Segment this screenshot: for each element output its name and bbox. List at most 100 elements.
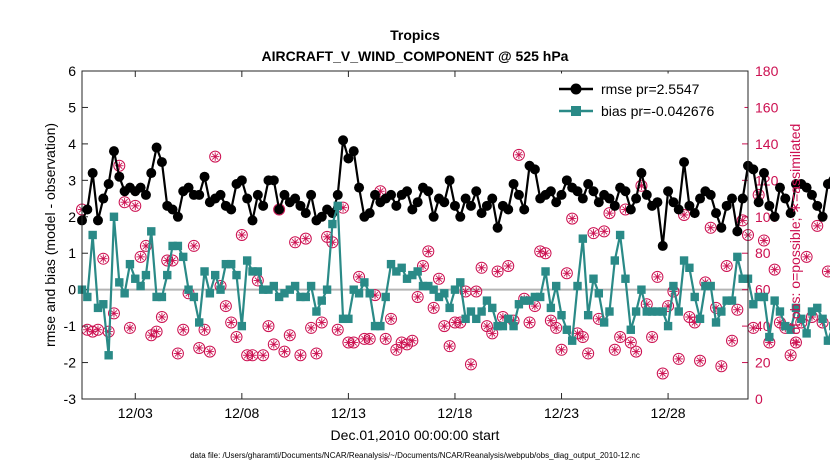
bias-point [333,201,342,211]
rmse-point [748,164,759,175]
bias-point [530,292,540,302]
bias-point [109,212,119,221]
y-left-tick-label: 4 [68,136,76,152]
obs-assimilated-marker [334,326,342,334]
bias-point [424,281,433,291]
obs-possible-marker [694,354,707,367]
bias-point [322,285,332,294]
obs-possible-marker [720,259,733,272]
obs-possible-marker [635,179,648,192]
bias-point [722,296,731,305]
obs-assimilated-marker [627,339,635,346]
rmse-point [98,193,109,204]
bias-point [706,281,715,291]
rmse-point [487,193,498,204]
obs-assimilated-marker [387,315,395,323]
obs-count-point [219,300,232,313]
bias-point [418,281,428,291]
bias-point [253,267,263,276]
obs-possible-marker [411,290,424,303]
obs-assimilated-marker [558,346,565,354]
obs-possible-marker [757,234,770,247]
y-right-tick-label: 0 [755,391,763,407]
bias-point [147,227,156,236]
rmse-point [306,189,317,200]
obs-count-point [432,272,445,285]
obs-possible-marker [422,245,435,258]
obs-count-point [603,207,616,220]
bias-point [392,267,401,276]
bias-point [141,270,151,280]
bias-point [520,296,529,305]
obs-count-point [560,267,573,280]
bias-point [173,241,183,251]
bias-point [434,292,444,302]
rmse-point [247,215,258,226]
obs-count-point [230,331,243,344]
bias-point [258,285,268,294]
x-tick-label: 12/13 [331,405,366,421]
rmse-point [108,146,119,157]
y-axis-left-label: rmse and bias (model - observation) [42,123,58,347]
rmse-point [428,211,439,222]
bias-point [573,281,582,291]
x-tick-label: 12/28 [651,405,686,421]
bias-point [701,281,710,291]
bias-point [621,274,630,283]
obs-count-point [464,358,477,371]
obs-count-point [427,301,440,314]
rmse-point [300,208,311,219]
bias-point [120,289,129,298]
rmse-point [167,204,178,215]
bias-point [338,314,348,324]
rmse-point [295,200,306,211]
obs-assimilated-marker [153,328,160,335]
obs-assimilated-marker [600,228,608,235]
obs-possible-marker [230,331,243,344]
bias-point [216,285,225,294]
bias-point [669,281,678,291]
bias-point [242,256,252,265]
bias-point [296,292,305,302]
obs-possible-marker [118,196,131,209]
obs-assimilated-marker [147,331,155,339]
rmse-point [529,164,540,175]
obs-possible-marker [582,347,595,360]
rmse-point [774,182,785,193]
obs-assimilated-marker [718,362,725,370]
rmse-point [503,204,514,215]
bias-point [562,325,572,334]
bias-point [360,278,369,287]
obs-assimilated-marker [659,370,667,377]
y-left-tick-label: -1 [64,318,77,334]
y-right-tick-label: 140 [755,136,779,152]
rmse-point [583,178,594,189]
rmse-point [641,189,652,200]
obs-possible-marker [363,332,376,345]
rmse-point [822,178,830,189]
obs-possible-marker [555,343,568,356]
rmse-point [274,204,285,215]
obs-possible-marker [257,349,270,362]
bias-point [93,303,103,313]
obs-assimilated-marker [472,288,480,295]
obs-count-point [624,336,637,349]
obs-possible-marker [662,300,675,313]
obs-count-point [598,225,611,238]
rmse-point [412,197,423,208]
obs-assimilated-marker [190,242,198,250]
obs-assimilated-marker [488,330,496,337]
rmse-point [455,211,466,222]
obs-count-point [747,321,760,334]
bias-point [83,292,92,302]
obs-possible-marker [491,265,504,278]
rmse-point [785,208,796,219]
obs-assimilated-marker [467,361,475,368]
obs-possible-marker [150,325,163,338]
obs-count-point [347,336,360,349]
obs-possible-marker [768,263,781,276]
obs-assimilated-marker [265,322,272,330]
obs-count-point [528,300,541,313]
bias-point [344,314,353,324]
obs-possible-marker [262,320,275,333]
